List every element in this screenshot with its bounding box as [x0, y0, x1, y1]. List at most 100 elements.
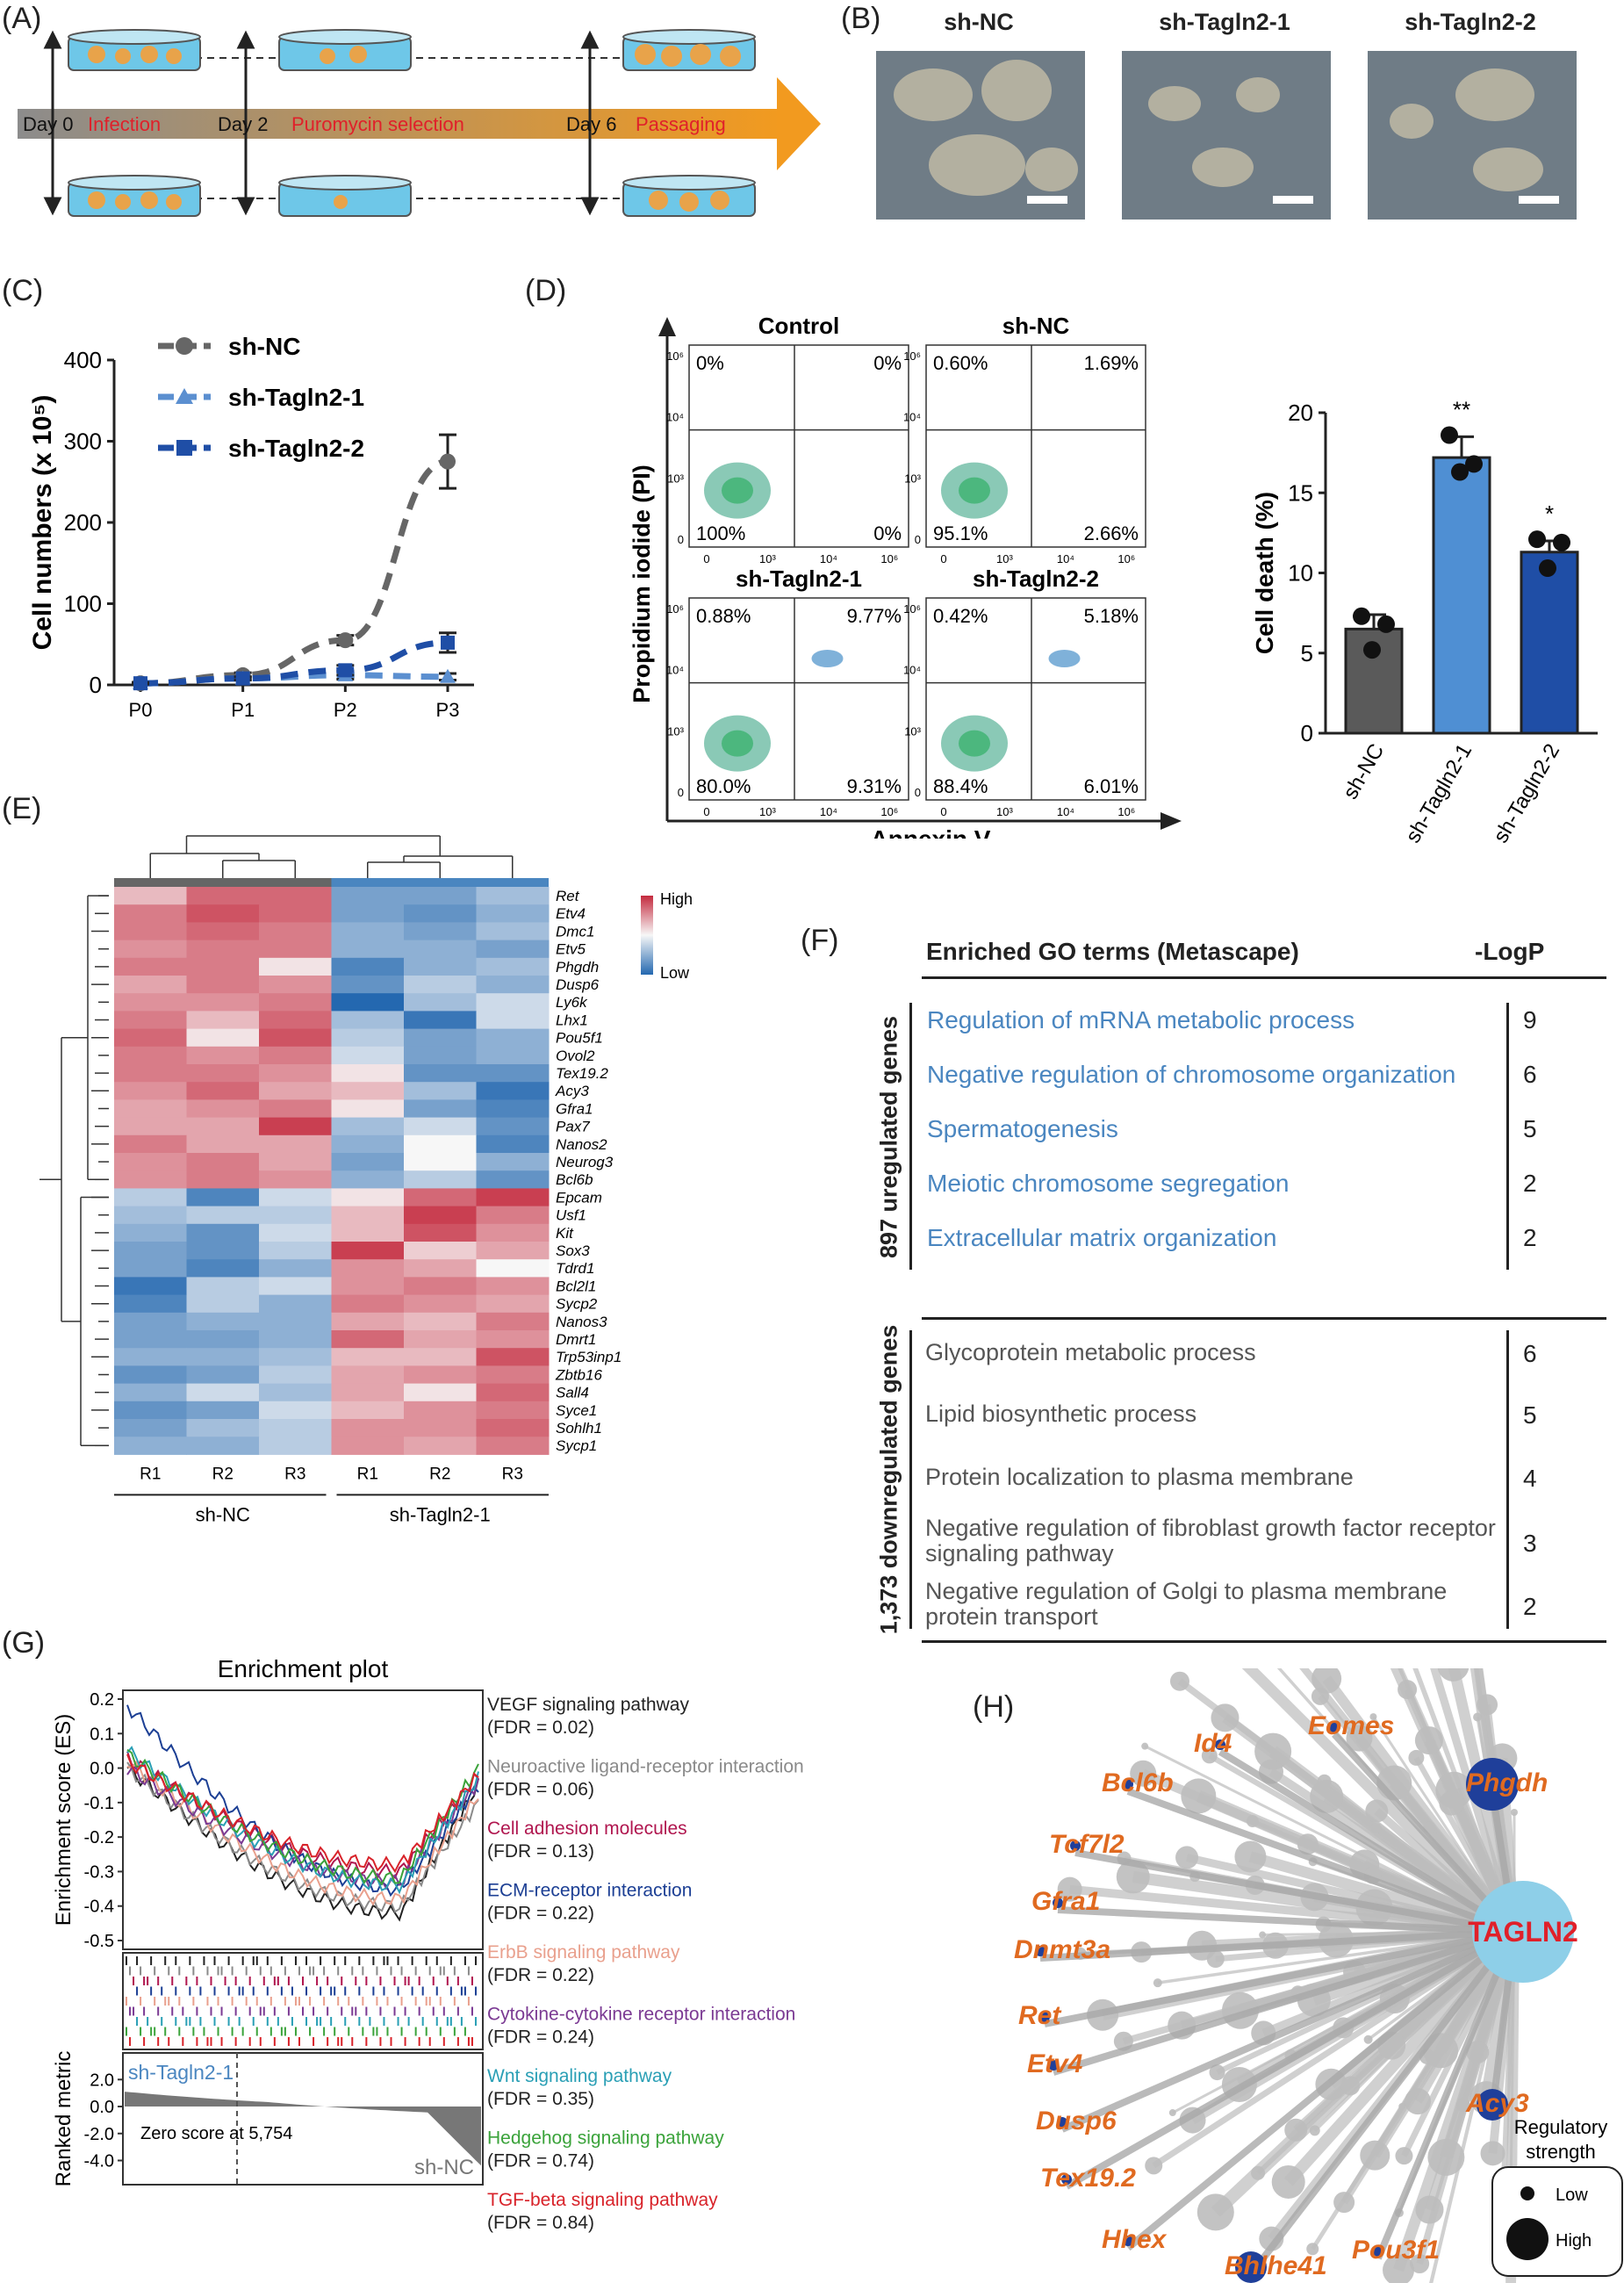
quadrant-ll: 80.0%	[696, 775, 751, 797]
y-tick-label: 0	[90, 672, 102, 698]
flow-x-tick: 10³	[996, 552, 1013, 565]
flow-x-tick: 10⁶	[1117, 805, 1135, 818]
network-node	[1209, 2064, 1225, 2081]
quadrant-lr: 0%	[873, 522, 902, 544]
heatmap-cell	[476, 1170, 550, 1189]
network-node	[1130, 1760, 1157, 1787]
x-tick-label: sh-Tagln2-1	[1401, 740, 1477, 847]
heatmap-cell	[114, 993, 187, 1012]
heatmap-cell	[476, 1312, 550, 1331]
group-label-sh1: sh-Tagln2-1	[390, 1503, 491, 1525]
gene-edge	[1060, 1928, 1516, 2133]
gene-label: Id4	[1194, 1729, 1232, 1758]
sample-label: R3	[284, 1465, 305, 1483]
heatmap-cell	[114, 1046, 187, 1065]
significance-mark: *	[1545, 501, 1554, 527]
network-node	[1395, 2147, 1413, 2165]
heatmap-cell	[114, 1188, 187, 1207]
hub-node	[1472, 1881, 1574, 1983]
flow-plot-frame	[925, 597, 1146, 801]
heatmap-cell	[259, 1348, 332, 1366]
network-node	[1145, 2157, 1163, 2175]
heatmap-cell	[186, 1064, 260, 1083]
heatmap-cell	[476, 1437, 550, 1455]
heatmap-cell	[114, 1206, 187, 1225]
heatmap-cell	[476, 1206, 550, 1225]
heatmap-cell	[404, 1206, 477, 1225]
quadrant-ul: 0.88%	[696, 605, 751, 627]
group-label-shnc: sh-NC	[196, 1503, 250, 1525]
heatmap-cell	[114, 1242, 187, 1260]
gene-label: Lhx1	[556, 1012, 588, 1028]
flow-plot: sh-Tagln2-1 0 0 10³ 10³ 10⁴ 10⁴ 10⁶ 10⁶ 0.88% 9.77…	[666, 565, 909, 818]
gene-node	[1035, 1946, 1046, 1956]
heatmap-cell	[186, 1170, 260, 1189]
es-tick-label: -0.3	[84, 1862, 114, 1882]
heatmap-cell	[186, 1153, 260, 1171]
group-bar-shnc	[114, 878, 332, 887]
es-tick-label: -0.2	[84, 1828, 114, 1847]
network-node	[1427, 2138, 1465, 2176]
go-up-logp-1: 9	[1523, 1006, 1537, 1033]
gene-label: Bcl6b	[556, 1171, 593, 1188]
heatmap-cell	[331, 1401, 405, 1420]
heatmap-cell	[331, 1028, 405, 1048]
heatmap-cell	[186, 957, 260, 976]
heatmap-cell	[404, 1082, 477, 1100]
pathway-name: ECM-receptor interaction	[487, 1881, 692, 1901]
go-down-logp-1: 6	[1523, 1340, 1537, 1367]
heatmap-cell	[259, 1046, 332, 1065]
micrograph-sh-nc	[876, 51, 1085, 220]
flow-y-tick: 10³	[667, 724, 684, 738]
timeline-arrow	[18, 77, 821, 170]
heatmap-cell	[259, 1134, 332, 1154]
network-node	[1466, 2040, 1490, 2063]
go-up-term-3: Spermatogenesis	[927, 1115, 1118, 1142]
network-node	[1168, 2109, 1176, 2117]
flow-plot-title: Control	[758, 313, 839, 339]
heatmap-cell	[404, 1170, 477, 1189]
heatmap-cell	[476, 993, 550, 1012]
panel-a-label: (A)	[2, 2, 42, 35]
rm-top-label: sh-Tagln2-1	[128, 2061, 234, 2084]
panel-g-label: (G)	[2, 1626, 46, 1660]
ranked-metric-area	[125, 2092, 481, 2166]
gene-label: Syce1	[556, 1402, 597, 1419]
pathway-fdr: (FDR = 0.13)	[487, 1841, 594, 1862]
heatmap-cell	[331, 904, 405, 923]
gene-label: Bcl2l1	[556, 1278, 596, 1294]
go-up-term-4: Meiotic chromosome segregation	[927, 1170, 1290, 1197]
heatmap-cell	[259, 1082, 332, 1100]
gene-node	[1039, 2012, 1050, 2022]
hits-frame	[122, 1952, 484, 2050]
x-tick-label: P1	[231, 699, 255, 721]
network-node	[1259, 1931, 1267, 1939]
go-up-term-2: Negative regulation of chromosome organi…	[927, 1061, 1456, 1088]
legend-high: High	[660, 890, 693, 908]
micro-title-shnc: sh-NC	[944, 9, 1014, 35]
heatmap-cell	[331, 1383, 405, 1402]
legend-title-2: strength	[1526, 2141, 1596, 2163]
heatmap-cell	[114, 904, 187, 923]
flow-y-tick: 10⁴	[666, 664, 684, 677]
heatmap-cell	[404, 1011, 477, 1030]
flow-x-tick: 0	[703, 552, 709, 565]
heatmap-cell	[186, 1134, 260, 1154]
heatmap-cell	[331, 1242, 405, 1260]
heatmap-cell	[259, 1277, 332, 1296]
rm-axis-label: Ranked metric	[52, 2051, 75, 2187]
gene-label: Ret	[1018, 2001, 1062, 2030]
network-node	[1206, 1949, 1225, 1968]
network-node	[1306, 2243, 1319, 2256]
gene-label: Etv4	[556, 905, 586, 922]
heatmap-cell	[114, 1117, 187, 1136]
heatmap-cell	[186, 940, 260, 959]
heatmap-cell	[259, 887, 332, 905]
heatmap-cell	[476, 1277, 550, 1296]
flow-y-tick: 10⁶	[666, 602, 684, 616]
gene-label: Phgdh	[556, 959, 599, 976]
heatmap-cell	[476, 1046, 550, 1065]
go-down-term-2: Lipid biosynthetic process	[925, 1401, 1197, 1427]
heatmap-cell	[259, 1365, 332, 1385]
gene-node	[1053, 1898, 1063, 1908]
